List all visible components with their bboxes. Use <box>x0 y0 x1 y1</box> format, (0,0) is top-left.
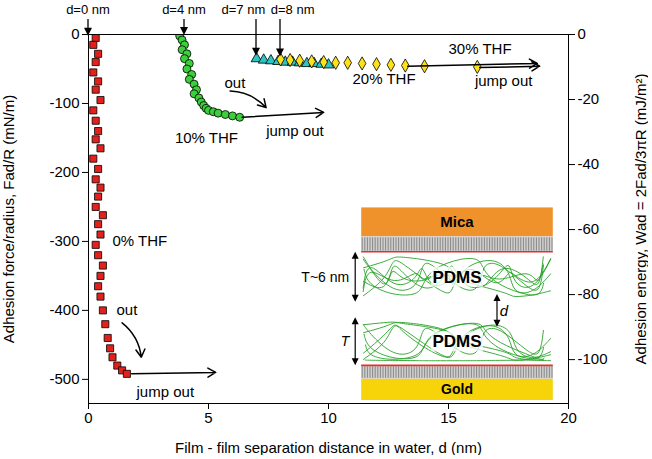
svg-text:T~6 nm: T~6 nm <box>301 269 349 285</box>
svg-text:d=8 nm: d=8 nm <box>271 2 315 17</box>
svg-text:5: 5 <box>204 409 212 426</box>
svg-text:out: out <box>224 74 246 91</box>
svg-text:20: 20 <box>560 409 577 426</box>
svg-text:d=4 nm: d=4 nm <box>162 2 206 17</box>
svg-text:-200: -200 <box>49 163 79 180</box>
svg-text:-500: -500 <box>49 370 79 387</box>
svg-text:-40: -40 <box>578 155 600 172</box>
svg-text:PDMS: PDMS <box>432 268 481 287</box>
svg-text:-20: -20 <box>578 90 600 107</box>
svg-text:0% THF: 0% THF <box>113 232 168 249</box>
svg-text:jump out: jump out <box>474 72 533 89</box>
svg-text:jump out: jump out <box>136 383 195 400</box>
svg-text:Adhesion energy, Wad = 2Fad/3π: Adhesion energy, Wad = 2Fad/3πR (mJ/m²) <box>632 74 649 365</box>
svg-text:d=7 nm: d=7 nm <box>222 2 266 17</box>
svg-text:10% THF: 10% THF <box>175 129 238 146</box>
svg-text:15: 15 <box>440 409 457 426</box>
svg-text:-300: -300 <box>49 232 79 249</box>
svg-text:Gold: Gold <box>441 381 473 397</box>
svg-text:PDMS: PDMS <box>432 332 481 351</box>
svg-text:jump out: jump out <box>265 122 324 139</box>
svg-text:0: 0 <box>84 409 92 426</box>
svg-text:d: d <box>500 302 509 319</box>
svg-text:Adhesion force/radius, Fad/R (: Adhesion force/radius, Fad/R (mN/m) <box>0 95 17 343</box>
svg-text:0: 0 <box>71 25 79 42</box>
svg-text:10: 10 <box>320 409 337 426</box>
svg-text:-400: -400 <box>49 301 79 318</box>
svg-text:0: 0 <box>578 25 586 42</box>
svg-text:T: T <box>341 333 351 349</box>
svg-text:-100: -100 <box>578 350 608 367</box>
svg-text:-80: -80 <box>578 285 600 302</box>
svg-text:-100: -100 <box>49 94 79 111</box>
svg-text:-60: -60 <box>578 220 600 237</box>
svg-text:Film - film separation distanc: Film - film separation distance in water… <box>175 439 482 456</box>
svg-text:20% THF: 20% THF <box>353 70 416 87</box>
svg-text:d=0 nm: d=0 nm <box>66 2 110 17</box>
svg-text:30% THF: 30% THF <box>449 40 512 57</box>
svg-text:Mica: Mica <box>440 213 474 230</box>
svg-text:out: out <box>116 301 138 318</box>
